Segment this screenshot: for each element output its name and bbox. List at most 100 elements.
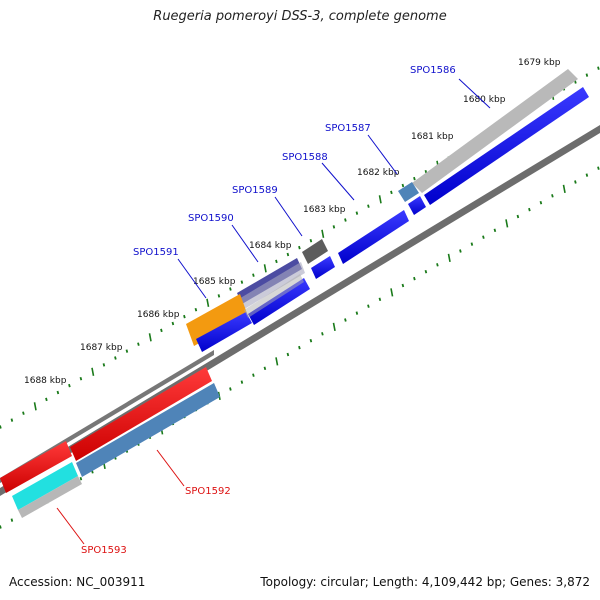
minor-tick [194, 307, 198, 312]
major-tick [562, 184, 566, 194]
minor-tick [367, 204, 370, 208]
red-gene-spo1592 [70, 367, 212, 461]
minor-tick [401, 283, 405, 288]
blue-gene-spo1588 [338, 210, 409, 264]
tick-label: 1688 kbp [24, 376, 67, 386]
minor-tick [114, 356, 117, 360]
minor-tick [102, 363, 106, 367]
minor-tick [344, 218, 347, 222]
minor-tick [585, 73, 589, 77]
dark-gray-feature [302, 239, 328, 264]
tick-label: 1685 kbp [193, 277, 236, 287]
minor-tick [309, 338, 313, 343]
minor-tick [286, 252, 290, 257]
minor-tick [367, 304, 370, 308]
major-tick [275, 357, 279, 366]
minor-tick [413, 276, 416, 281]
minor-tick [45, 397, 48, 402]
minor-tick [309, 238, 313, 243]
gene-labels: SPO1586 SPO1587 SPO1588 SPO1589 SPO1590 … [81, 65, 456, 556]
blue-gene-spo1590 [248, 278, 310, 325]
minor-tick [551, 194, 554, 198]
tick-label: 1682 kbp [357, 168, 400, 178]
minor-tick [355, 311, 359, 315]
major-tick [378, 195, 382, 204]
minor-tick [79, 476, 83, 481]
gene-label-spo1592: SPO1592 [185, 486, 231, 497]
minor-tick [10, 418, 14, 422]
minor-tick [378, 297, 382, 302]
tick-label: 1679 kbp [518, 58, 561, 68]
minor-tick [298, 245, 301, 250]
minor-tick [79, 376, 83, 381]
tick-label: 1681 kbp [411, 132, 454, 142]
minor-tick [183, 314, 186, 319]
gray-feature-lower [18, 476, 82, 518]
minor-tick [263, 366, 267, 371]
tick-labels: 1679 kbp 1680 kbp 1681 kbp 1682 kbp 1683 kbp… [24, 58, 561, 386]
minor-tick [240, 280, 244, 284]
gray-feature-spo1586 [412, 69, 578, 193]
minor-tick [355, 211, 359, 215]
gene-leader-lines [56, 78, 491, 545]
gene-features [0, 69, 600, 518]
steel-feature-spo1592 [76, 383, 220, 477]
minor-tick [298, 345, 301, 350]
gene-label-spo1591: SPO1591 [133, 247, 179, 258]
gene-label-spo1593: SPO1593 [81, 545, 127, 556]
minor-tick [482, 235, 485, 239]
tick-label: 1684 kbp [249, 241, 292, 251]
minor-tick [401, 183, 405, 188]
gene-label-spo1590: SPO1590 [188, 213, 234, 224]
minor-tick [229, 387, 232, 391]
minor-tick [217, 294, 221, 298]
gene-label-spo1586: SPO1586 [410, 65, 456, 76]
minor-tick [539, 200, 543, 205]
blue-gene-spo1587 [408, 196, 426, 215]
tick-label: 1680 kbp [463, 95, 506, 105]
minor-tick [470, 242, 474, 246]
minor-tick [10, 518, 14, 522]
tick-label: 1686 kbp [137, 310, 180, 320]
gene-label-spo1589: SPO1589 [232, 185, 278, 196]
accession-label: Accession: NC_003911 [9, 575, 146, 589]
tick-label: 1687 kbp [80, 343, 123, 353]
major-tick [332, 322, 336, 332]
major-tick [33, 402, 37, 411]
minor-tick [240, 380, 244, 384]
gray-feature-upper [244, 274, 304, 318]
minor-tick [252, 373, 255, 377]
minor-tick [574, 180, 577, 184]
minor-tick [125, 349, 129, 353]
minor-tick [436, 263, 439, 267]
minor-tick [286, 352, 290, 357]
minor-tick [344, 318, 347, 322]
minor-tick [493, 228, 497, 233]
minor-tick [597, 66, 600, 70]
major-tick [447, 253, 451, 263]
cyan-feature-spo1593 [12, 462, 78, 510]
orange-feature-spo1591 [186, 294, 248, 346]
minor-tick [413, 176, 416, 181]
tick-label: 1683 kbp [303, 205, 346, 215]
minor-tick [0, 525, 2, 529]
minor-tick [597, 166, 600, 170]
gene-label-spo1588: SPO1588 [282, 152, 328, 163]
major-tick [321, 229, 325, 238]
minor-tick [171, 321, 175, 326]
major-tick [263, 264, 267, 273]
minor-tick [459, 249, 462, 253]
major-tick [206, 298, 210, 307]
minor-tick [585, 173, 589, 177]
minor-tick [252, 273, 255, 277]
red-gene-spo1593 [0, 441, 72, 493]
minor-tick [516, 214, 520, 219]
minor-tick [229, 287, 232, 291]
minor-tick [321, 332, 324, 336]
minor-tick [56, 390, 60, 395]
gray-feature-spo1590 [237, 262, 305, 311]
blue-gene-spo1591 [196, 312, 252, 352]
minor-tick [160, 328, 163, 333]
